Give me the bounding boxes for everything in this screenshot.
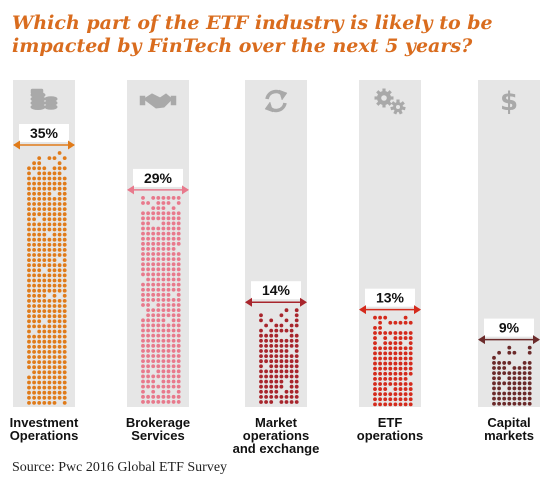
value-label-bg [484, 318, 534, 337]
value-label: 29% [144, 170, 173, 186]
column-5: 9% Capital markets [478, 80, 540, 443]
refresh-icon [264, 89, 288, 113]
column-2: 29% Brokerage Services [126, 80, 190, 443]
coins-icon [30, 88, 58, 110]
value-label: 14% [262, 282, 291, 298]
value-label: 13% [376, 290, 405, 306]
category-label: Market operations and exchange [233, 415, 320, 456]
value-label: 35% [30, 125, 59, 141]
handshake-icon [139, 93, 177, 109]
bar [259, 308, 299, 404]
value-label-bg [133, 168, 183, 187]
value-label: 9% [499, 320, 520, 336]
column-1: 35% Investment Operations [10, 80, 79, 443]
column-3: 14% Market operations and exchange [233, 80, 320, 456]
bar [492, 345, 532, 406]
bar [373, 315, 413, 407]
svg-text:$: $ [500, 87, 518, 117]
bar [27, 151, 67, 405]
gears-icon [374, 88, 406, 115]
value-label-bg [19, 124, 69, 142]
source-note: Source: Pwc 2016 Global ETF Survey [12, 460, 228, 475]
category-label: ETF operations [357, 415, 423, 443]
column-4: 13% ETF operations [357, 80, 423, 443]
chart-title: Which part of the ETF industry is likely… [12, 12, 493, 57]
column-background [478, 80, 540, 407]
value-label-bg [365, 288, 415, 307]
category-label: Capital markets [484, 415, 534, 443]
dollar-icon: $ [500, 87, 518, 117]
category-label: Brokerage Services [126, 415, 190, 443]
value-label-bg [251, 281, 301, 300]
bar [141, 196, 181, 404]
category-label: Investment Operations [10, 415, 79, 443]
